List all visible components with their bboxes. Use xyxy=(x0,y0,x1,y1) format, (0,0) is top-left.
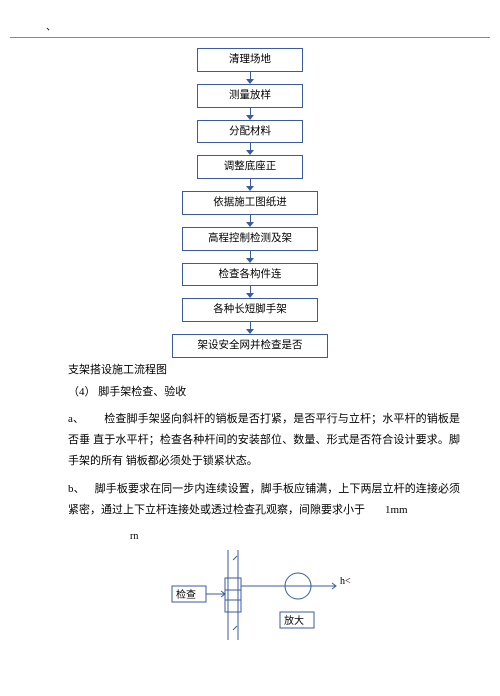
flow-arrow-icon xyxy=(246,215,254,227)
flow-arrow-icon xyxy=(246,72,254,84)
m-label: rn xyxy=(130,529,138,544)
para-a-text: 检查脚手架竖向斜杆的销板是否打紧，是否平行与立杆；水平杆的销板是否垂 直于水平杆… xyxy=(68,413,460,467)
flowchart-caption: 支架搭设施工流程图 xyxy=(68,362,460,379)
top-mark: 、 xyxy=(40,20,460,35)
horizontal-divider xyxy=(10,37,490,38)
flow-step-5: 依据施工图纸进 xyxy=(182,191,318,215)
para-b-lead: b、 xyxy=(68,483,85,495)
diagram-label-enlarge: 放大 xyxy=(284,614,304,627)
paragraph-a: a、检查脚手架竖向斜杆的销板是否打紧，是否平行与立杆；水平杆的销板是否垂 直于水… xyxy=(68,409,460,472)
flowchart: 清理场地 测量放样 分配材料 调整底座正 依据施工图纸进 高程控制检测及架 检查… xyxy=(40,48,460,358)
small-diagram: rn xyxy=(40,529,460,640)
section-heading: （4） 脚手架检查、验收 xyxy=(68,384,460,401)
flow-arrow-icon xyxy=(246,143,254,155)
para-a-lead: a、 xyxy=(68,413,84,425)
flow-step-8: 各种长短脚手架 xyxy=(182,298,318,322)
para-b-tail: 1mm xyxy=(385,504,408,516)
paragraph-b: b、脚手板要求在同一步内连续设置，脚手板应铺满，上下两层立杆的连接必须紧密，通过… xyxy=(68,479,460,521)
diagram-label-h: h< xyxy=(340,576,351,587)
flow-step-4: 调整底座正 xyxy=(197,155,303,179)
flow-arrow-icon xyxy=(246,286,254,298)
diagram-label-check: 检查 xyxy=(176,588,196,601)
flow-step-6: 高程控制检测及架 xyxy=(182,227,318,251)
flow-arrow-icon xyxy=(246,179,254,191)
flow-step-1: 清理场地 xyxy=(197,48,303,72)
flow-step-3: 分配材料 xyxy=(197,120,303,144)
inspection-diagram-svg: 检查 放大 h< xyxy=(120,550,380,640)
flow-arrow-icon xyxy=(246,251,254,263)
flow-arrow-icon xyxy=(246,108,254,120)
flow-arrow-icon xyxy=(246,322,254,334)
flow-step-9: 架设安全网并检查是否 xyxy=(172,334,328,358)
flow-step-2: 测量放样 xyxy=(197,84,303,108)
flow-step-7: 检查各构件连 xyxy=(182,263,318,287)
